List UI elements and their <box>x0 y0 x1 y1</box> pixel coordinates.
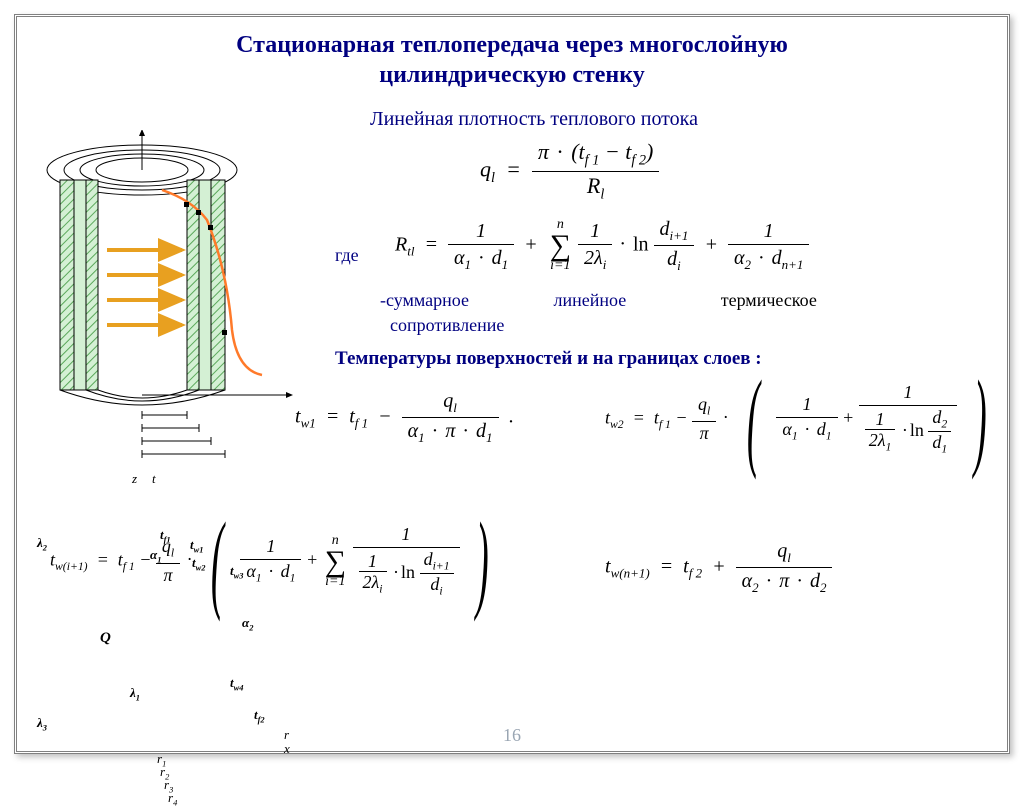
eq-twi1: tw(i+1) = tf 1 − ql π · ( 1 α1 · d1 + n∑… <box>50 520 501 603</box>
terms-line: -суммарное линейное термическое <box>380 290 817 311</box>
axis-t: t <box>152 471 156 487</box>
where-label: где <box>335 245 359 266</box>
title-line-2: цилиндрическую стенку <box>379 62 644 88</box>
eq-rtl: Rtl = 1 α1 · d1 + n∑i=1 1 2λi · ln di+1 … <box>395 218 809 274</box>
lbl-tw4: tw4 <box>230 675 243 693</box>
title-line-1: Стационарная теплопередача через многосл… <box>236 32 788 58</box>
lbl-tf2: tf2 <box>254 707 265 725</box>
page-number: 16 <box>0 725 1024 746</box>
eq-ql: ql = π · (tf 1 − tf 2) Rl <box>480 140 659 203</box>
eq-tw2: tw2 = tf 1 − ql π · ( 1 α1 · d1 + 1 12λ1… <box>605 378 998 461</box>
lbl-a2: α2 <box>242 615 253 633</box>
cylinder-diagram: z t r x tf1 tw1 tw2 tw3 tw4 tf2 α1 α2 Q … <box>32 130 312 470</box>
term-sum: -суммарное <box>380 290 469 310</box>
axis-z: z <box>132 471 137 487</box>
subheading-temps: Температуры поверхностей и на границах с… <box>335 348 762 370</box>
eq-tw1: tw1 = tf 1 − ql α1 · π · d1 . <box>295 390 514 446</box>
term-linear: линейное <box>554 290 627 310</box>
term-thermal: термическое <box>721 290 817 310</box>
diagram-svg <box>32 130 312 470</box>
lbl-Q: Q <box>100 630 111 647</box>
term-resist: сопротивление <box>390 315 504 336</box>
lbl-l1: λ1 <box>130 685 140 703</box>
slide-title: Стационарная теплопередача через многосл… <box>0 30 1024 90</box>
subheading-flux: Линейная плотность теплового потока <box>370 108 698 131</box>
lbl-l2: λ2 <box>37 535 47 553</box>
eq-twn1: tw(n+1) = tf 2 + ql α2 · π · d2 <box>605 540 832 596</box>
lbl-r4: r4 <box>168 790 177 808</box>
